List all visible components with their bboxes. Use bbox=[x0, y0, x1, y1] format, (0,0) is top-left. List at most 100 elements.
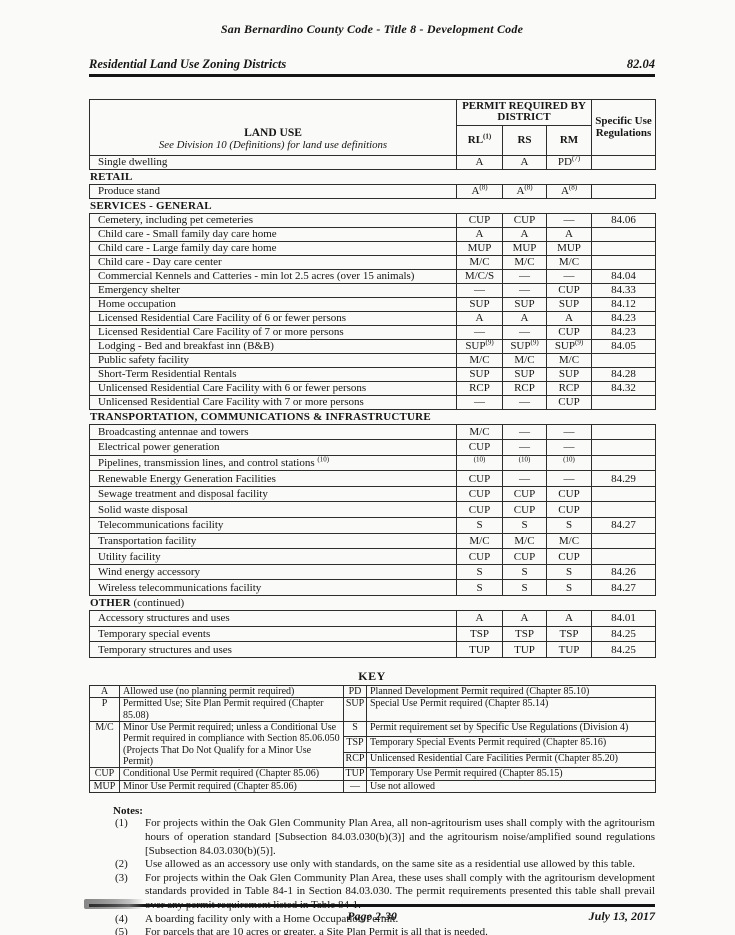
subheader-code-number: 82.04 bbox=[626, 57, 655, 71]
regulation-cell: 84.25 bbox=[591, 625, 656, 643]
land-use-cell: Telecommunications facility bbox=[89, 517, 457, 534]
note-number: (5) bbox=[115, 926, 128, 935]
permit-cell-rs: SUP bbox=[502, 366, 547, 382]
land-use-row: Wind energy accessory S S S 84.26 bbox=[89, 563, 656, 581]
permit-cell-rl: CUP bbox=[456, 439, 503, 456]
permit-cell-rl: CUP bbox=[456, 212, 503, 228]
land-use-row: Pipelines, transmission lines, and contr… bbox=[89, 454, 656, 472]
regulation-cell bbox=[591, 548, 656, 565]
permit-cell-rs: SUP bbox=[502, 296, 547, 312]
permit-cell-rm: — bbox=[546, 212, 592, 228]
header-rule bbox=[89, 74, 655, 77]
permit-cell-rm: A bbox=[546, 310, 592, 326]
key-desc-cell: Permit requirement set by Specific Use R… bbox=[366, 720, 656, 738]
land-use-row: Cemetery, including pet cemeteries CUP CUP… bbox=[89, 212, 656, 228]
land-use-row: Child care - Large family day care home M… bbox=[89, 240, 656, 256]
footer-rule bbox=[89, 904, 655, 907]
permit-cell-rs: A bbox=[502, 154, 547, 170]
key-desc-cell: Minor Use Permit required (Chapter 85.06… bbox=[119, 779, 344, 794]
district-column-header: RL(1) bbox=[456, 124, 503, 156]
land-use-group-table: LAND USE See Division 10 (Definitions) fo… bbox=[89, 98, 656, 170]
permit-cell-rs: (10) bbox=[502, 454, 547, 472]
land-use-group-table: Broadcasting antennae and towers M/C — — Ele… bbox=[89, 423, 656, 597]
permit-cell-rl: — bbox=[456, 324, 503, 340]
permit-cell-rl: M/C bbox=[456, 254, 503, 270]
permit-cell-rm: — bbox=[546, 268, 592, 284]
key-desc-cell: Conditional Use Permit required (Chapter… bbox=[119, 767, 344, 781]
regulation-cell: 84.01 bbox=[591, 610, 656, 627]
note-item: (4) A boarding facility only with a Home … bbox=[113, 913, 655, 927]
land-use-cell: Renewable Energy Generation Facilities bbox=[89, 470, 457, 487]
district-column-header: RM bbox=[546, 124, 592, 156]
regulation-cell bbox=[591, 183, 656, 199]
key-abbr-cell: MUP bbox=[89, 779, 120, 794]
page-content: San Bernardino County Code - Title 8 - D… bbox=[89, 0, 656, 935]
permit-cell-rs: S bbox=[502, 563, 547, 581]
key-desc-cell: Special Use Permit required (Chapter 85.… bbox=[366, 697, 656, 722]
land-use-cell: Child care - Large family day care home bbox=[89, 240, 457, 256]
permit-cell-rs: A bbox=[502, 226, 547, 242]
land-use-row: Electrical power generation CUP — — bbox=[89, 439, 656, 456]
regulation-cell: 84.28 bbox=[591, 366, 656, 382]
note-text: Use allowed as an accessory use only wit… bbox=[145, 858, 635, 871]
header-row-1: LAND USE See Division 10 (Definitions) fo… bbox=[89, 98, 656, 156]
land-use-row: Solid waste disposal CUP CUP CUP bbox=[89, 501, 656, 519]
permit-cell-rs: — bbox=[502, 470, 547, 487]
land-use-table: LAND USE See Division 10 (Definitions) fo… bbox=[89, 98, 656, 658]
key-desc-cell: Unlicensed Residential Care Facilities P… bbox=[366, 751, 656, 769]
regulation-cell bbox=[591, 226, 656, 242]
key-desc-cell: Planned Development Permit required (Cha… bbox=[366, 684, 656, 699]
regulation-cell: 84.27 bbox=[591, 579, 656, 597]
permit-cell-rl: RCP bbox=[456, 380, 503, 396]
land-use-cell: Public safety facility bbox=[89, 352, 457, 368]
footnote-marker: (9) bbox=[530, 339, 539, 347]
permit-cell-rm: — bbox=[546, 470, 592, 487]
note-text: For parcels that are 10 acres or greater… bbox=[145, 926, 488, 935]
permit-cell-rs: — bbox=[502, 394, 547, 410]
permit-cell-rs: — bbox=[502, 423, 547, 441]
key-row: M/C Minor Use Permit required; unless a C… bbox=[89, 720, 656, 769]
document-subheader: Residential Land Use Zoning Districts 82… bbox=[89, 57, 655, 72]
key-row: TSP Temporary Special Events Permit requi… bbox=[90, 736, 656, 753]
land-use-subtitle: See Division 10 (Definitions) for land u… bbox=[158, 138, 388, 151]
footer-row: Page 2-30 July 13, 2017 bbox=[89, 909, 655, 927]
note-text: A boarding facility only with a Home Occ… bbox=[145, 912, 399, 925]
land-use-cell: Emergency shelter bbox=[89, 282, 457, 298]
permit-cell-rs: — bbox=[502, 439, 547, 456]
land-use-cell: Sewage treatment and disposal facility bbox=[89, 485, 457, 503]
notes-label: Notes: bbox=[113, 805, 143, 818]
land-use-row: Public safety facility M/C M/C M/C bbox=[89, 352, 656, 368]
land-use-cell: Temporary structures and uses bbox=[89, 641, 457, 658]
section-heading: SERVICES - GENERAL bbox=[89, 199, 655, 213]
permit-cell-rl: — bbox=[456, 394, 503, 410]
regulation-cell bbox=[591, 454, 656, 472]
key-row: P Permitted Use; Site Plan Permit require… bbox=[89, 697, 656, 722]
land-use-row: Transportation facility M/C M/C M/C bbox=[89, 532, 656, 550]
land-use-row: Utility facility CUP CUP CUP bbox=[89, 548, 656, 565]
permit-cell-rm: MUP bbox=[546, 240, 592, 256]
land-use-row: Telecommunications facility S S S 84.27 bbox=[89, 517, 656, 534]
key-abbr-cell: RCP bbox=[343, 751, 367, 769]
permit-cell-rl: M/C bbox=[456, 352, 503, 368]
note-text: For projects within the Oak Glen Communi… bbox=[145, 817, 655, 857]
land-use-row: Licensed Residential Care Facility of 6 … bbox=[89, 310, 656, 326]
key-desc-cell: Allowed use (no planning permit required… bbox=[119, 684, 344, 699]
specific-use-header: Specific Use Regulations bbox=[591, 98, 656, 156]
permit-cell-rl: M/C bbox=[456, 423, 503, 441]
key-desc-cell: Temporary Special Events Permit required… bbox=[366, 736, 656, 753]
land-use-cell: Cemetery, including pet cemeteries bbox=[89, 212, 457, 228]
permit-cell-rm: (10) bbox=[546, 454, 592, 472]
land-use-cell: Licensed Residential Care Facility of 7 … bbox=[89, 324, 457, 340]
permit-cell-rm: CUP bbox=[546, 485, 592, 503]
permit-cell-rm: A(8) bbox=[546, 183, 592, 199]
permit-cell-rl: SUP(9) bbox=[456, 338, 503, 354]
regulation-cell: 84.12 bbox=[591, 296, 656, 312]
permit-cell-rl: S bbox=[456, 579, 503, 597]
regulation-cell bbox=[591, 352, 656, 368]
land-use-row: Single dwelling A A PD(7) bbox=[89, 154, 656, 170]
key-table-body: A Allowed use (no planning permit require… bbox=[89, 684, 656, 794]
note-item: (2) Use allowed as an accessory use only … bbox=[113, 858, 655, 872]
permit-cell-rl: SUP bbox=[456, 296, 503, 312]
document-title: San Bernardino County Code - Title 8 - D… bbox=[220, 22, 524, 36]
